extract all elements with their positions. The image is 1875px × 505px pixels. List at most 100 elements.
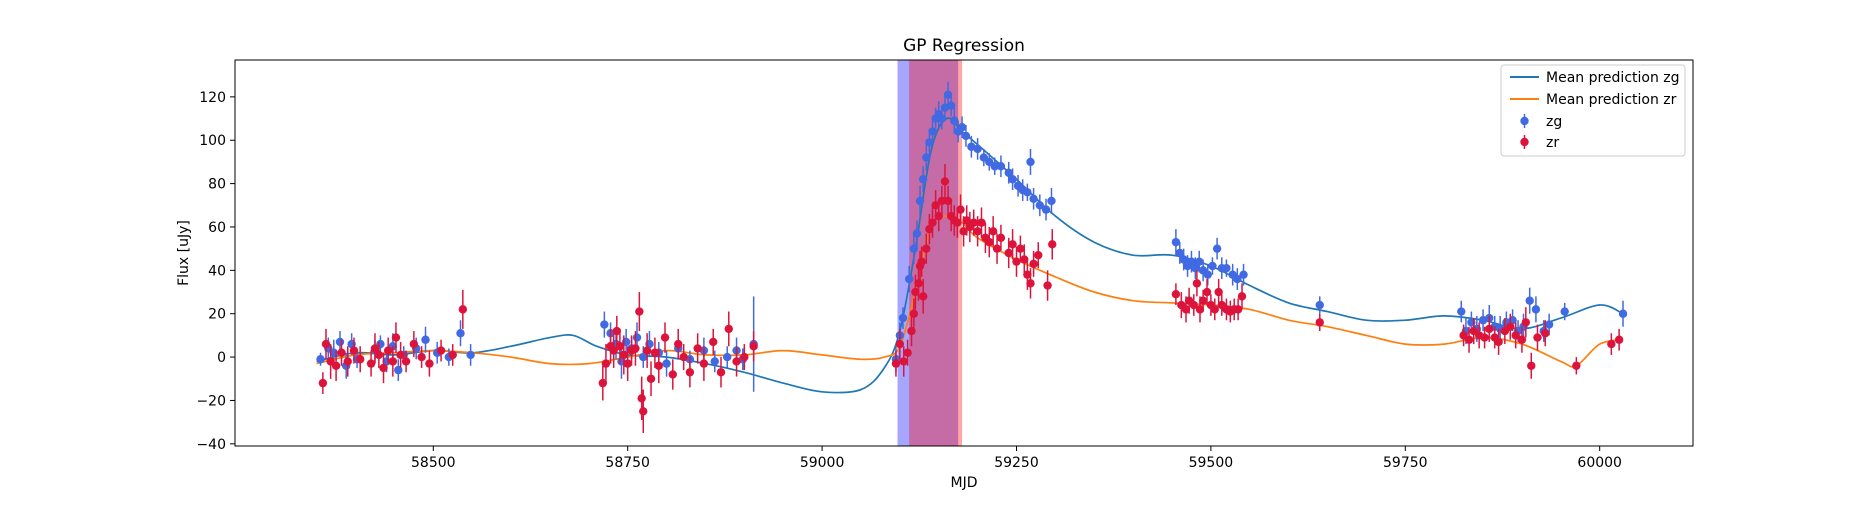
data-point-zg	[1171, 237, 1181, 247]
data-point-zg	[912, 229, 922, 238]
data-point-zr	[943, 196, 953, 206]
data-point-zr	[637, 394, 646, 403]
data-point-zg	[1008, 175, 1017, 184]
data-point-zg	[1560, 307, 1569, 316]
data-point-zr	[425, 359, 434, 368]
legend-label-zg: zg	[1546, 114, 1562, 130]
data-point-zr	[383, 346, 393, 355]
legend-swatch-zr-points	[1520, 135, 1529, 149]
data-point-zg	[1233, 274, 1242, 284]
data-point-zr	[895, 339, 905, 349]
data-point-zr	[379, 363, 388, 373]
legend-swatch-zg-points	[1520, 114, 1529, 128]
data-point-zr	[1202, 287, 1212, 297]
data-point-zr	[992, 244, 1002, 253]
data-point-zr	[1485, 324, 1494, 334]
legend-label-zg-line: Mean prediction zg	[1546, 70, 1680, 86]
data-point-zr	[914, 279, 923, 288]
mean-prediction-lines	[316, 117, 1624, 394]
x-tick-label: 58750	[605, 455, 650, 471]
data-point-zr	[1237, 292, 1247, 301]
data-point-zr	[1210, 305, 1219, 314]
data-point-zr	[388, 357, 398, 366]
data-point-zr	[693, 344, 702, 353]
data-point-zg	[1047, 196, 1056, 206]
data-point-zr	[937, 196, 947, 206]
data-point-zr	[1533, 333, 1542, 342]
data-point-zr	[699, 359, 709, 368]
data-point-zr	[1572, 361, 1581, 370]
data-point-zr	[996, 233, 1006, 243]
data-point-zr	[1016, 244, 1025, 253]
data-point-zr	[1214, 287, 1223, 297]
plot-frame	[234, 59, 1694, 447]
data-point-zr	[1464, 335, 1474, 344]
data-point-zg	[909, 244, 919, 253]
y-axis: −40 −20 0 20 40 60 80 100 120	[196, 90, 235, 453]
data-point-zr	[598, 378, 608, 388]
data-point-zr	[349, 346, 359, 355]
data-point-zr	[899, 357, 908, 366]
data-point-zr	[732, 357, 741, 366]
data-point-zr	[977, 218, 986, 227]
data-point-zr	[615, 342, 625, 351]
data-point-zg	[710, 357, 719, 366]
data-point-zr	[623, 359, 632, 368]
data-point-zr	[891, 359, 901, 368]
data-point-zg	[1023, 188, 1032, 197]
data-point-zr	[1494, 337, 1503, 347]
x-tick-label: 59750	[1383, 455, 1428, 471]
data-point-zr	[1171, 290, 1181, 299]
y-axis-label: Flux [uJy]	[176, 220, 192, 286]
data-point-zr	[612, 326, 622, 336]
data-point-zg	[1457, 307, 1466, 316]
data-point-zr	[1517, 335, 1527, 344]
data-point-zr	[650, 348, 660, 357]
data-point-zr	[969, 218, 978, 227]
data-point-zr	[928, 218, 937, 227]
data-point-zr	[409, 339, 419, 349]
data-point-zg	[925, 138, 934, 147]
data-point-zg	[662, 359, 671, 368]
data-point-zr	[1008, 240, 1017, 249]
data-point-zr	[953, 218, 962, 227]
data-point-zg	[1191, 263, 1200, 273]
data-point-zr	[619, 350, 628, 360]
data-point-zr	[337, 348, 346, 357]
data-point-zr	[724, 324, 733, 334]
x-axis-label: MJD	[951, 475, 978, 491]
y-tick-label: 20	[208, 307, 226, 323]
data-point-zr	[679, 352, 688, 362]
data-point-zr	[1192, 279, 1202, 288]
data-point-zr	[911, 287, 920, 297]
data-point-zr	[674, 339, 683, 349]
data-point-zr	[1029, 259, 1038, 269]
data-point-zg	[1175, 248, 1184, 258]
data-point-zr	[639, 407, 648, 416]
data-point-zg	[973, 144, 982, 154]
data-point-zr	[1527, 361, 1536, 370]
data-point-zr	[1026, 279, 1035, 288]
legend: Mean prediction zg Mean prediction zr zg…	[1500, 64, 1686, 157]
data-point-zr	[985, 237, 994, 247]
data-point-zg	[1212, 244, 1222, 253]
data-point-zr	[918, 292, 928, 301]
data-point-zr	[1315, 318, 1324, 327]
data-point-zg	[1187, 257, 1196, 266]
data-point-zg	[1222, 263, 1231, 273]
data-point-zr	[940, 177, 950, 186]
data-point-zr	[355, 355, 365, 364]
x-tick-label: 60000	[1577, 455, 1622, 471]
data-point-zg	[937, 114, 947, 123]
data-point-zr	[374, 350, 384, 360]
data-point-zr	[1607, 339, 1616, 349]
data-point-zr	[909, 309, 919, 318]
y-tick-label: 60	[208, 220, 226, 236]
data-point-zg	[1029, 194, 1038, 203]
data-point-zg	[1239, 270, 1248, 279]
data-point-zg	[1195, 257, 1204, 266]
data-point-zr	[635, 307, 644, 316]
data-point-zr	[321, 339, 331, 349]
data-point-zr	[646, 374, 656, 383]
